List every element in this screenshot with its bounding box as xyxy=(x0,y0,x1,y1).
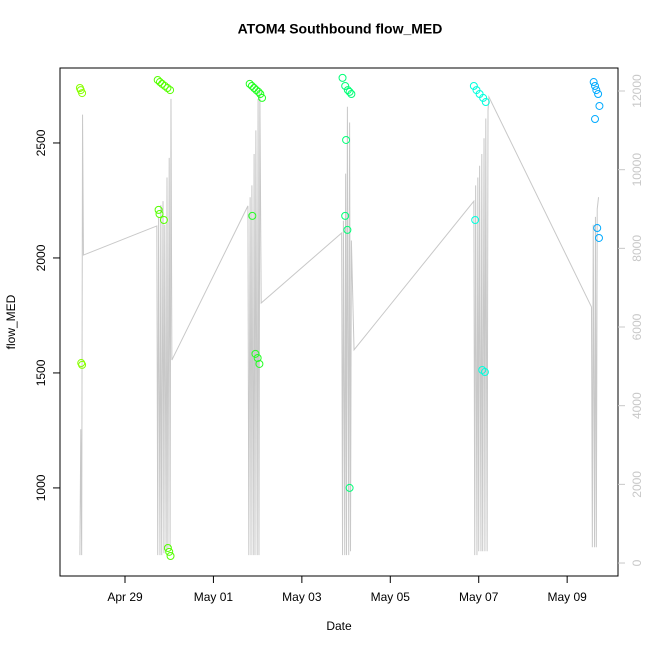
data-point xyxy=(155,210,164,219)
data-point xyxy=(158,79,167,88)
data-point xyxy=(254,87,263,96)
data-point xyxy=(347,89,356,98)
data-point xyxy=(480,368,489,377)
x-tick-label: May 01 xyxy=(194,590,234,604)
plot-frame xyxy=(59,67,619,577)
data-point xyxy=(471,216,480,225)
data-point xyxy=(594,89,603,98)
chart-title: ATOM4 Southbound flow_MED xyxy=(238,21,443,37)
data-point xyxy=(253,353,262,362)
data-point xyxy=(163,84,172,93)
data-point xyxy=(592,86,601,95)
y2-tick-label: 12000 xyxy=(630,74,644,108)
data-point xyxy=(251,349,260,358)
data-point xyxy=(345,483,354,492)
data-point xyxy=(591,81,600,90)
y2-tick-label: 4000 xyxy=(630,392,644,419)
y2-tick-label: 8000 xyxy=(630,235,644,262)
data-point xyxy=(478,365,487,374)
data-point xyxy=(256,89,265,98)
y-tick-label: 1000 xyxy=(34,474,48,501)
y-tick-label: 2000 xyxy=(34,244,48,271)
data-point xyxy=(469,81,478,90)
data-point xyxy=(155,78,164,87)
x-axis-label: Date xyxy=(326,619,352,633)
y-axis-label: flow_MED xyxy=(4,294,18,349)
data-point xyxy=(591,115,600,124)
data-point xyxy=(479,93,488,102)
data-point xyxy=(247,81,256,90)
data-point xyxy=(255,359,264,368)
y2-tick-label: 6000 xyxy=(630,313,644,340)
data-point xyxy=(258,93,267,102)
data-point xyxy=(595,101,604,110)
x-tick-label: May 03 xyxy=(282,590,322,604)
data-point xyxy=(593,224,602,233)
right-axis: 0 2000 4000 6000 8000 10000 12000 xyxy=(618,74,644,566)
data-point xyxy=(159,216,168,225)
data-point xyxy=(589,78,598,87)
data-point xyxy=(166,86,175,95)
y2-tick-label: 10000 xyxy=(630,153,644,187)
data-point xyxy=(153,75,162,84)
data-point xyxy=(78,89,87,98)
data-point xyxy=(165,547,174,556)
data-point xyxy=(245,79,254,88)
flow-line xyxy=(79,91,600,556)
y-tick-label: 2500 xyxy=(34,129,48,156)
data-point xyxy=(345,87,354,96)
x-tick-label: May 09 xyxy=(547,590,587,604)
x-tick-label: Apr 29 xyxy=(107,590,143,604)
data-point xyxy=(166,551,175,560)
x-tick-label: May 05 xyxy=(371,590,411,604)
data-point xyxy=(341,81,350,90)
data-point xyxy=(343,225,352,234)
data-point xyxy=(341,211,350,220)
data-point xyxy=(338,73,347,82)
data-point xyxy=(78,360,87,369)
y2-tick-label: 2000 xyxy=(630,471,644,498)
data-point xyxy=(481,98,490,107)
data-point xyxy=(342,135,351,144)
data-point xyxy=(160,81,169,90)
y2-tick-label: 0 xyxy=(630,559,644,566)
data-point xyxy=(250,84,259,93)
y-tick-label: 1500 xyxy=(34,359,48,386)
data-point xyxy=(594,233,603,242)
data-point xyxy=(248,211,257,220)
x-tick-label: May 07 xyxy=(459,590,499,604)
data-point xyxy=(154,205,163,214)
data-point xyxy=(163,543,172,552)
